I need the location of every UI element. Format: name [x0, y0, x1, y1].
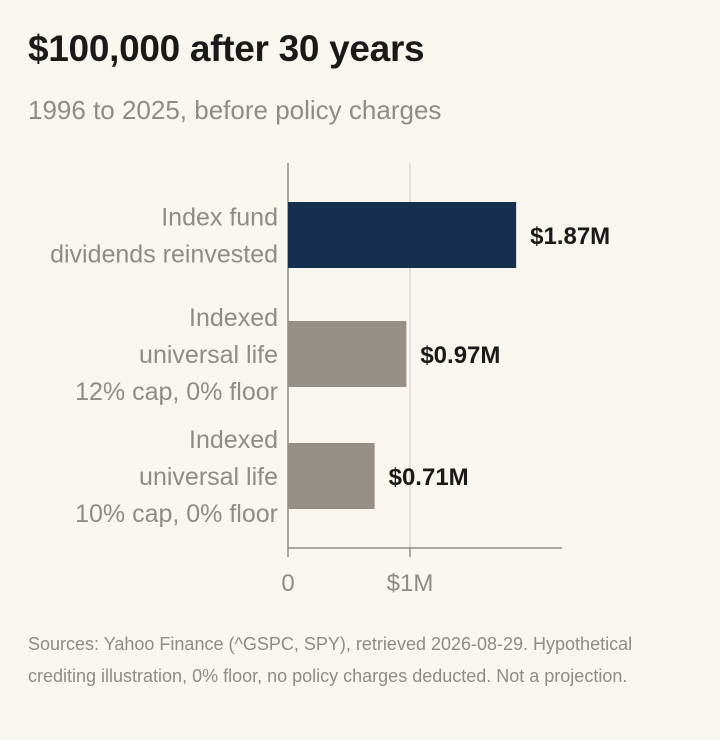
- category-label: dividends reinvested: [50, 241, 278, 269]
- data-label: $0.97M: [420, 342, 500, 369]
- chart-subtitle: 1996 to 2025, before policy charges: [28, 95, 442, 125]
- bar-chart: $1.87M $0.97M $0.71M Index fund dividends re…: [50, 163, 610, 597]
- category-label: universal life: [139, 463, 278, 491]
- category-label: Indexed: [189, 426, 278, 454]
- x-tick-label: 0: [281, 570, 294, 597]
- category-label: Index fund: [161, 204, 278, 232]
- data-label: $0.71M: [389, 464, 469, 491]
- category-label: universal life: [139, 341, 278, 369]
- bar: [288, 443, 375, 509]
- bar: [288, 321, 407, 387]
- data-label: $1.87M: [530, 223, 610, 250]
- source-note: Sources: Yahoo Finance (^GSPC, SPY), ret…: [28, 634, 633, 686]
- chart-title: $100,000 after 30 years: [28, 28, 425, 69]
- bar: [288, 202, 517, 268]
- x-tick-label: $1M: [387, 570, 434, 597]
- category-label: 10% cap, 0% floor: [75, 500, 278, 528]
- category-label: Indexed: [189, 304, 278, 332]
- category-label: 12% cap, 0% floor: [75, 378, 278, 406]
